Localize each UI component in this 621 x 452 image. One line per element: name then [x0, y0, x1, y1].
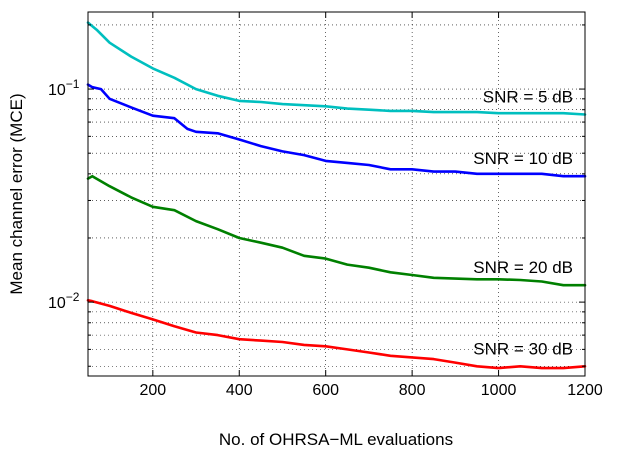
y-tick-labels: 10−210−1: [48, 77, 80, 312]
x-tick-label: 800: [399, 382, 426, 399]
y-tick-label: 10−2: [48, 290, 80, 312]
series-lines: [86, 21, 587, 370]
x-tick-label: 1200: [567, 382, 603, 399]
x-tick-labels: 200 400 600 800 1000 1200: [139, 382, 602, 399]
x-tick-label: 400: [226, 382, 253, 399]
y-tick-label: 10−1: [48, 77, 80, 99]
series-line: [86, 83, 587, 178]
series-line: [86, 174, 587, 287]
y-tick-label-base: 10: [48, 82, 66, 99]
plot-area: [88, 12, 585, 376]
series-label: SNR = 5 dB: [483, 87, 573, 106]
y-axis-title: Mean channel error (MCE): [7, 93, 26, 294]
y-tick-label-base: 10: [48, 295, 66, 312]
plot-border: [87, 11, 586, 377]
y-tick-label-exponent: −2: [66, 290, 80, 304]
x-tick-label: 600: [312, 382, 339, 399]
ticks: [88, 12, 586, 376]
series-label: SNR = 20 dB: [473, 258, 573, 277]
series-line: [86, 21, 587, 116]
grid: [88, 12, 585, 376]
series-label: SNR = 30 dB: [473, 339, 573, 358]
series-label: SNR = 10 dB: [473, 149, 573, 168]
series-line: [86, 298, 587, 370]
x-axis-title: No. of OHRSA−ML evaluations: [219, 430, 453, 449]
series-annotations: SNR = 5 dB SNR = 10 dB SNR = 20 dB SNR = 30…: [473, 87, 573, 358]
x-tick-label: 1000: [481, 382, 517, 399]
y-tick-label-exponent: −1: [66, 77, 80, 91]
x-tick-label: 200: [139, 382, 166, 399]
